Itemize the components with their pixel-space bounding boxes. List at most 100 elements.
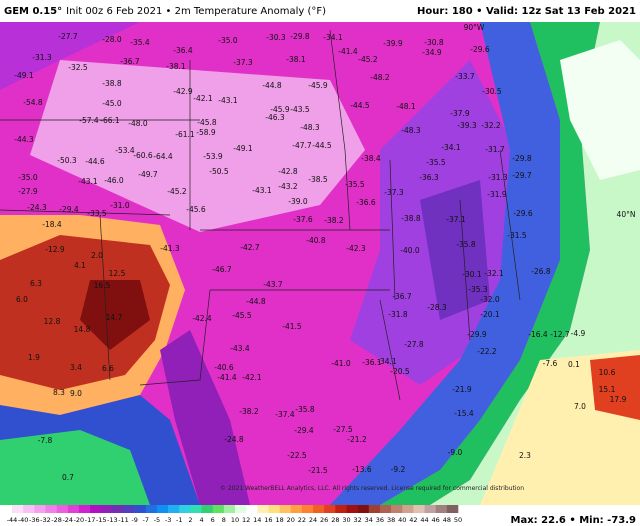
colorbar-label: 8 <box>222 516 226 524</box>
init-time: Init 00z 6 Feb 2021 • 2m Temperature Ano… <box>66 6 326 17</box>
colorbar-label: 38 <box>387 516 395 524</box>
value-label: -12.9 <box>45 245 65 254</box>
value-label: -35.5 <box>345 180 365 189</box>
value-label: -48.3 <box>401 126 421 135</box>
value-label: -31.3 <box>32 53 52 62</box>
value-label: -29.6 <box>470 45 490 54</box>
value-label: -39.0 <box>288 197 308 206</box>
value-label: -35.8 <box>456 240 476 249</box>
colorbar-swatch <box>324 505 336 513</box>
value-label: -40.8 <box>306 236 326 245</box>
colorbar-swatch <box>402 505 414 513</box>
value-label: 10.6 <box>599 368 616 377</box>
value-label: -49.1 <box>233 144 253 153</box>
value-label: -44.5 <box>312 141 332 150</box>
value-label: -45.2 <box>167 187 187 196</box>
colorbar-label: 20 <box>287 516 295 524</box>
value-label: -7.8 <box>38 436 53 445</box>
value-label: 15.1 <box>599 385 616 394</box>
value-label: -45.6 <box>186 205 206 214</box>
colorbar-label: 44 <box>420 516 428 524</box>
value-label: -45.2 <box>358 55 378 64</box>
value-label: -42.3 <box>346 244 366 253</box>
colorbar-swatch <box>45 505 57 513</box>
copyright: © 2021 WeatherBELL Analytics, LLC. All r… <box>220 485 524 492</box>
value-label: -4.9 <box>571 329 586 338</box>
colorbar-label: 42 <box>409 516 417 524</box>
colorbar-label: 16 <box>264 516 272 524</box>
value-label: -33.5 <box>87 209 107 218</box>
colorbar-swatch <box>268 505 280 513</box>
value-label: -32.0 <box>480 295 500 304</box>
colorbar-swatch <box>145 505 158 513</box>
value-label: -38.5 <box>308 175 328 184</box>
colorbar-swatch <box>190 505 202 513</box>
value-label: -31.3 <box>488 173 508 182</box>
colorbar-label: 6 <box>211 516 215 524</box>
anomaly-field <box>0 22 640 505</box>
value-label: -27.9 <box>18 187 38 196</box>
value-label: -29.8 <box>512 154 532 163</box>
value-label: -41.5 <box>282 322 302 331</box>
value-label: 12.8 <box>44 317 61 326</box>
value-label: -35.0 <box>218 36 238 45</box>
colorbar-label: 14 <box>253 516 261 524</box>
value-label: -34.1 <box>441 143 461 152</box>
colorbar-swatch <box>257 505 269 513</box>
colorbar-swatch <box>201 505 213 513</box>
value-label: -33.7 <box>455 72 475 81</box>
value-label: -53.4 <box>115 146 135 155</box>
colorbar-swatch <box>413 505 425 513</box>
colorbar-swatch <box>235 505 247 513</box>
value-label: -35.8 <box>295 405 315 414</box>
model-name: GEM 0.15° <box>4 6 62 17</box>
value-label: -42.1 <box>193 94 213 103</box>
value-label: -45.9 <box>308 81 328 90</box>
value-label: -13.6 <box>352 465 372 474</box>
value-label: -48.1 <box>396 102 416 111</box>
value-label: -16.4 <box>528 330 548 339</box>
value-label: 7.0 <box>574 402 586 411</box>
value-label: -21.9 <box>452 385 472 394</box>
colorbar-label: 34 <box>365 516 373 524</box>
value-label: -42.4 <box>192 314 212 323</box>
value-label: -41.4 <box>338 47 358 56</box>
colorbar-label: -20 <box>74 516 85 524</box>
colorbar-label: 10 <box>231 516 239 524</box>
value-label: -30.5 <box>482 87 502 96</box>
colorbar-swatch <box>134 505 147 513</box>
value-label: -44.8 <box>246 297 266 306</box>
value-label: -20.1 <box>480 310 500 319</box>
value-label: -43.2 <box>278 182 298 191</box>
value-label: -34.9 <box>422 48 442 57</box>
value-label: -29.4 <box>59 205 79 214</box>
colorbar-swatch <box>290 505 303 513</box>
value-label: -36.1 <box>362 358 382 367</box>
value-label: -41.3 <box>160 244 180 253</box>
colorbar-swatch <box>424 505 436 513</box>
colorbar-label: 24 <box>309 516 317 524</box>
field-region <box>420 180 490 320</box>
colorbar-label: -7 <box>143 516 149 524</box>
value-label: -21.5 <box>308 466 328 475</box>
value-label: -57.4 <box>79 116 99 125</box>
value-label: -32.2 <box>481 121 501 130</box>
colorbar-label: -1 <box>176 516 182 524</box>
value-label: -49.1 <box>14 71 34 80</box>
colorbar-label: -13 <box>107 516 118 524</box>
value-label: 0.1 <box>568 360 580 369</box>
value-label: -45.9 <box>270 105 290 114</box>
value-label: -43.1 <box>218 96 238 105</box>
value-label: -31.0 <box>110 201 130 210</box>
value-label: -37.3 <box>233 58 253 67</box>
field-region <box>80 280 150 350</box>
value-label: -42.8 <box>278 167 298 176</box>
value-label: -20.5 <box>390 367 410 376</box>
colorbar-swatch <box>391 505 403 513</box>
value-label: -39.3 <box>457 121 477 130</box>
value-label: -36.7 <box>392 292 412 301</box>
colorbar-label: 30 <box>342 516 350 524</box>
value-label: -43.4 <box>230 344 250 353</box>
value-label: -40.6 <box>214 363 234 372</box>
